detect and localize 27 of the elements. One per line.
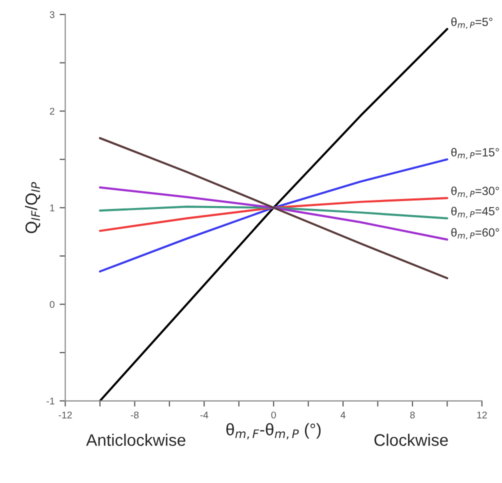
text: Anticlockwise [86, 434, 186, 446]
x-tick-label: 4 [340, 412, 346, 418]
line-series [98, 158, 448, 272]
line-series [98, 206, 448, 220]
series-label: θ$_{m,P}$=30° [451, 186, 499, 198]
x-tick-label: 8 [410, 412, 415, 418]
line-series [98, 196, 448, 232]
y-tick-label: 2 [50, 108, 54, 115]
x-tick-label: 12 [477, 412, 487, 418]
series-label: θ$_{m,P}$=60° [451, 228, 499, 240]
x-tick-label: -12 [58, 412, 72, 418]
text: Clockwise [374, 434, 448, 446]
line-series [98, 28, 448, 401]
x-axis-title: θ$_{m,F}$-θ$_{m,P}$ (°) [226, 423, 321, 440]
series-label: θ$_{m,P}$=45° [451, 206, 499, 218]
series-label: θ$_{m,P}$=5° [451, 17, 492, 29]
y-tick-label: 1 [50, 204, 54, 212]
x-tick-label: 0 [271, 412, 276, 418]
y-tick-label: 0 [50, 301, 54, 308]
x-tick-label: -4 [200, 412, 208, 418]
y-axis-title: Q$_{IF}$/Q$_{IP}$ [25, 182, 40, 234]
x-tick-label: -8 [130, 412, 139, 418]
series-label: θ$_{m,P}$=15° [451, 148, 499, 160]
line-series [98, 137, 448, 280]
y-tick-label: 3 [50, 11, 54, 18]
y-tick-label: -1 [46, 398, 54, 404]
line-series [98, 186, 448, 241]
